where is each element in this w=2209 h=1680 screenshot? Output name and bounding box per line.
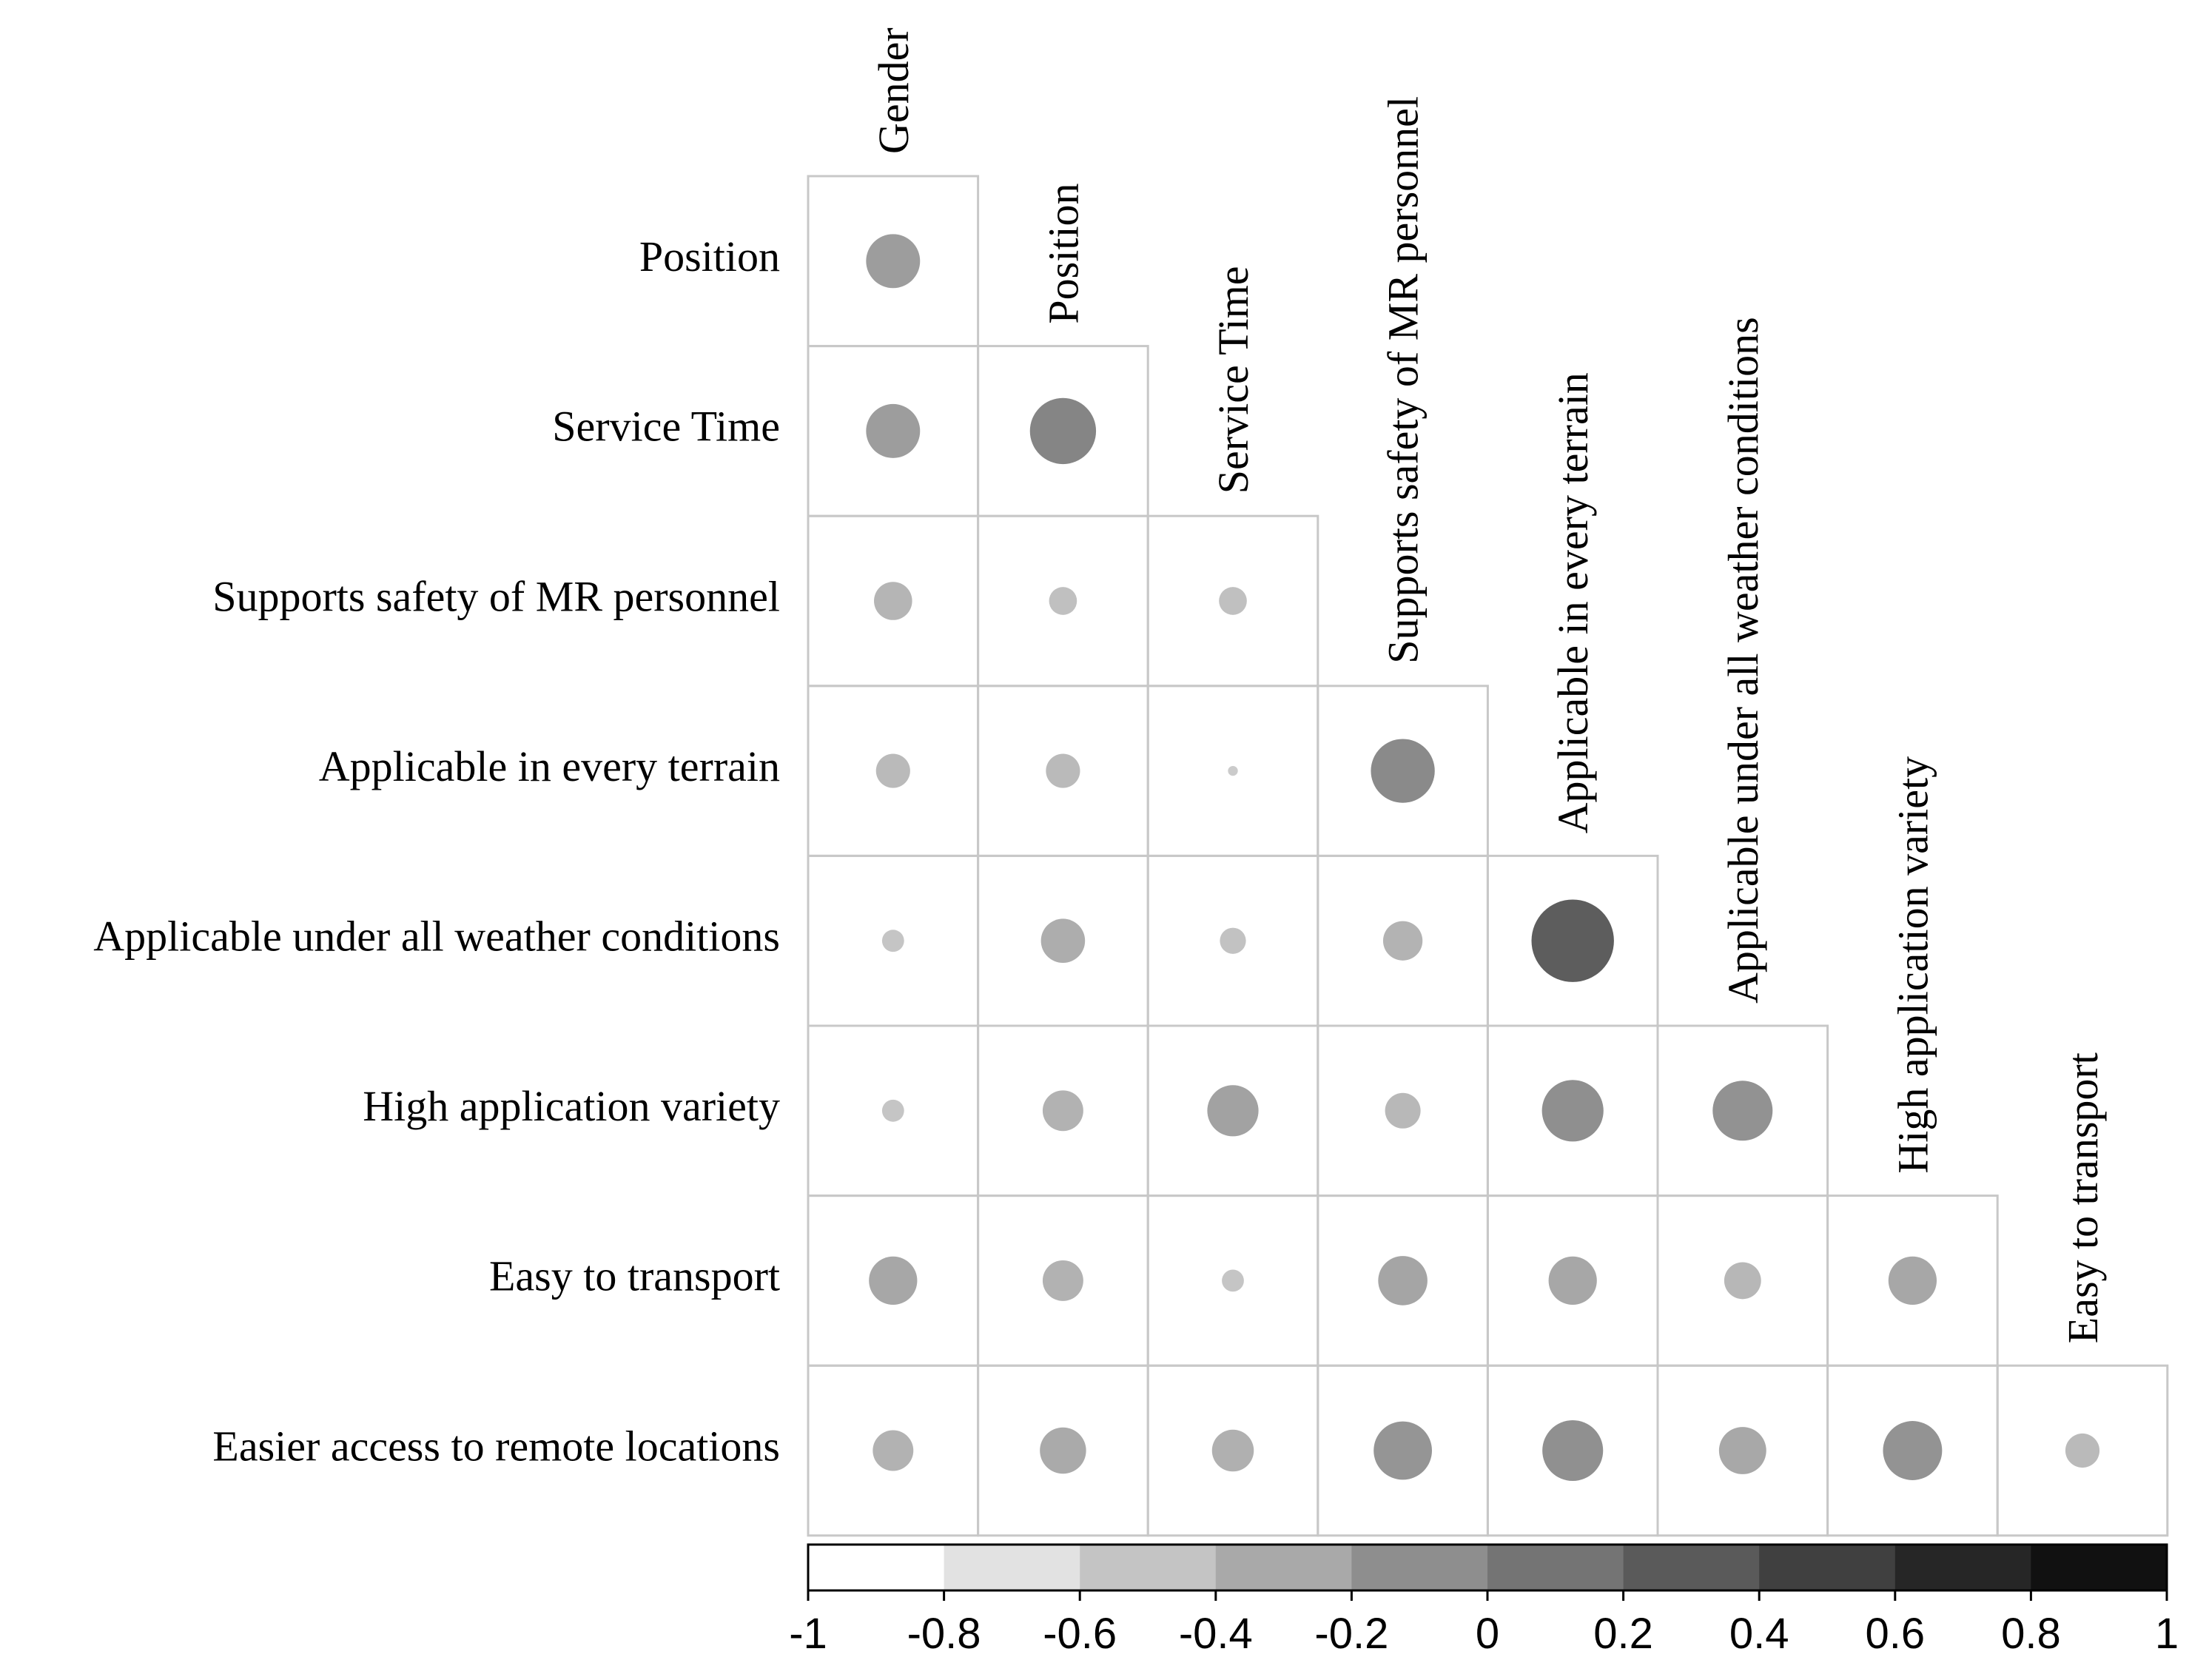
colorbar-segment: [808, 1545, 945, 1590]
colorbar-tick-label: -0.6: [1043, 1610, 1117, 1658]
colorbar-segment: [1080, 1545, 1217, 1590]
correlation-circle: [1542, 1419, 1604, 1482]
colorbar-tick-label: 0.6: [1865, 1610, 1925, 1658]
colorbar-segment: [1623, 1545, 1760, 1590]
correlation-circle: [1228, 765, 1238, 776]
correlation-circle: [874, 582, 912, 620]
correlation-circle: [1385, 1092, 1421, 1129]
correlation-circle: [1374, 1421, 1432, 1480]
correlation-circle: [881, 930, 904, 952]
row-label: Service Time: [552, 403, 780, 451]
correlation-circle: [1211, 1429, 1254, 1472]
correlation-circle: [1042, 1260, 1083, 1301]
correlation-circle: [866, 234, 921, 289]
correlation-circle: [1046, 753, 1080, 788]
colorbar-segment: [944, 1545, 1080, 1590]
colorbar-tick-label: 0: [1476, 1610, 1499, 1658]
column-label: Service Time: [1209, 266, 1257, 494]
correlation-circle: [872, 1430, 914, 1471]
correlation-circle: [1049, 587, 1077, 615]
correlation-circle: [1207, 1085, 1259, 1137]
colorbar-segment: [1215, 1545, 1352, 1590]
colorbar-tick-label: -1: [789, 1610, 827, 1658]
correlation-circle: [875, 753, 910, 788]
colorbar-tick-label: -0.4: [1179, 1610, 1253, 1658]
colorbar-segment: [1351, 1545, 1488, 1590]
column-label: Easy to transport: [2059, 1052, 2107, 1343]
row-label: High application variety: [363, 1082, 780, 1130]
correlation-circle: [1718, 1427, 1766, 1474]
row-label: Supports safety of MR personnel: [212, 572, 780, 620]
colorbar-tick-label: 0.2: [1593, 1610, 1653, 1658]
correlation-circle: [1724, 1262, 1761, 1300]
correlation-circle: [1371, 739, 1435, 803]
correlation-circle: [1040, 918, 1086, 963]
correlation-circle: [1883, 1421, 1943, 1480]
grid-cell: [1996, 1364, 2169, 1537]
colorbar-segment: [1759, 1545, 1896, 1590]
colorbar-tick-label: 0.8: [2001, 1610, 2061, 1658]
colorbar-tick-label: -0.8: [907, 1610, 981, 1658]
row-label: Easier access to remote locations: [212, 1422, 780, 1470]
row-label: Easy to transport: [489, 1252, 780, 1300]
column-label: Applicable in every terrain: [1549, 372, 1597, 833]
correlation-circle: [1541, 1080, 1604, 1142]
correlation-circle: [1531, 899, 1614, 982]
correlation-circle: [1029, 397, 1097, 465]
correlation-circle: [866, 403, 921, 458]
column-label: Position: [1039, 183, 1087, 323]
row-labels: Position Service Time Supports safety of M…: [93, 232, 780, 1470]
correlation-circle: [1220, 927, 1246, 954]
colorbar-segment: [1894, 1545, 2031, 1590]
correlation-circle: [1042, 1090, 1083, 1132]
column-label: High application variety: [1889, 756, 1937, 1174]
correlation-circle: [1222, 1269, 1244, 1292]
correlation-circles: [866, 234, 2100, 1482]
column-label: Supports safety of MR personnel: [1379, 96, 1428, 664]
correlation-circle: [869, 1256, 918, 1306]
correlation-circle: [1548, 1256, 1597, 1306]
column-labels: Gender Position Service Time Supports safet…: [870, 27, 2107, 1343]
colorbar: [807, 1543, 2168, 1592]
grid-cells: [807, 175, 2169, 1537]
colorbar-segment: [1487, 1545, 1624, 1590]
colorbar-tick-label: 0.4: [1729, 1610, 1789, 1658]
colorbar-ticks: -1 -0.8 -0.6 -0.4 -0.2 0 0.2 0.4 0.6 0.8 1: [789, 1590, 2179, 1658]
colorbar-tick-label: 1: [2155, 1610, 2179, 1658]
correlation-circle: [1378, 1256, 1428, 1306]
correlation-circle: [1888, 1256, 1937, 1306]
row-label: Position: [639, 232, 780, 280]
correlation-circle: [1219, 587, 1247, 615]
correlation-circle: [1712, 1081, 1773, 1141]
colorbar-tick-label: -0.2: [1314, 1610, 1388, 1658]
correlation-circle: [1382, 921, 1423, 961]
correlation-circle: [2065, 1433, 2100, 1468]
column-label: Applicable under all weather conditions: [1719, 317, 1767, 1004]
row-label: Applicable under all weather conditions: [93, 913, 780, 961]
correlation-circle: [1040, 1427, 1086, 1474]
column-label: Gender: [870, 27, 918, 154]
correlation-circle: [881, 1099, 904, 1122]
colorbar-segment: [2031, 1545, 2168, 1590]
row-label: Applicable in every terrain: [319, 742, 780, 790]
